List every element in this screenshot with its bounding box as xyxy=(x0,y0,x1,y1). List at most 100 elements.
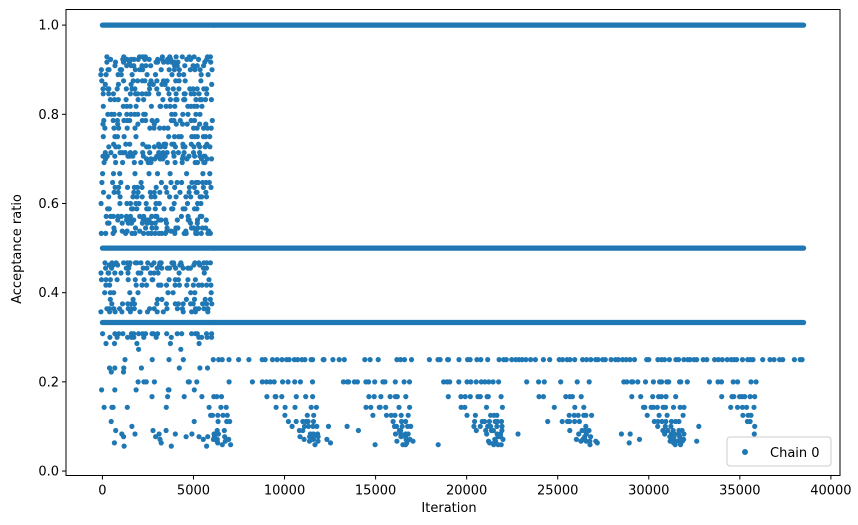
data-point xyxy=(308,404,314,410)
data-point xyxy=(128,81,134,87)
data-point xyxy=(175,150,181,156)
data-point xyxy=(146,144,152,150)
data-point xyxy=(112,63,118,69)
data-point xyxy=(179,54,185,60)
data-point xyxy=(209,301,215,307)
data-point xyxy=(208,282,214,288)
data-point xyxy=(751,404,757,410)
data-point xyxy=(677,442,684,448)
data-point xyxy=(136,331,142,337)
data-point xyxy=(146,56,152,63)
data-point xyxy=(198,230,204,236)
data-point xyxy=(135,78,141,84)
data-point xyxy=(101,159,107,166)
data-point xyxy=(184,171,190,177)
data-point xyxy=(184,156,190,162)
x-tick-label: 25000 xyxy=(537,484,578,499)
data-point xyxy=(524,379,530,385)
data-point xyxy=(491,442,497,448)
data-point xyxy=(207,230,213,236)
data-point xyxy=(305,423,312,429)
data-point xyxy=(623,357,629,363)
data-point xyxy=(366,394,372,400)
data-point xyxy=(312,442,318,448)
data-point xyxy=(654,404,660,410)
data-point xyxy=(149,225,155,231)
data-point xyxy=(152,194,158,200)
data-point xyxy=(576,418,583,425)
data-point xyxy=(167,171,173,177)
data-point xyxy=(267,379,273,385)
data-point xyxy=(636,436,643,442)
data-point xyxy=(135,290,141,296)
data-point xyxy=(392,379,398,385)
data-point xyxy=(144,72,150,78)
data-point xyxy=(103,72,109,78)
data-point xyxy=(160,309,166,315)
data-point xyxy=(207,260,213,266)
data-point xyxy=(215,412,221,418)
data-point xyxy=(696,423,702,429)
data-point xyxy=(341,357,347,363)
data-point xyxy=(158,144,164,150)
data-point xyxy=(498,442,504,448)
data-point xyxy=(638,394,644,400)
data-point xyxy=(163,282,170,288)
data-point xyxy=(146,91,152,97)
data-point xyxy=(154,301,160,307)
data-point xyxy=(110,404,116,410)
data-point xyxy=(151,121,157,127)
data-point xyxy=(100,91,106,97)
data-point xyxy=(155,270,161,276)
data-point xyxy=(588,434,594,440)
data-point xyxy=(118,270,124,276)
data-point xyxy=(118,179,124,186)
data-point xyxy=(589,412,595,418)
data-point xyxy=(164,189,170,195)
data-point xyxy=(194,63,200,69)
data-point xyxy=(194,220,200,226)
data-point xyxy=(110,230,116,236)
data-point xyxy=(143,117,149,124)
data-point xyxy=(394,394,400,400)
data-point xyxy=(700,357,706,363)
data-point xyxy=(496,379,502,385)
y-tick-label: 0.6 xyxy=(38,197,59,212)
data-point xyxy=(748,379,754,385)
data-point-run xyxy=(210,319,807,326)
data-point xyxy=(179,179,185,186)
data-point xyxy=(189,431,195,437)
data-point xyxy=(125,334,131,340)
data-point xyxy=(456,379,462,385)
data-point xyxy=(197,262,203,268)
data-point xyxy=(183,296,189,302)
data-point xyxy=(202,97,209,103)
data-point xyxy=(661,357,668,363)
data-point xyxy=(580,357,586,363)
data-point xyxy=(715,357,722,363)
data-point xyxy=(410,438,416,444)
data-point xyxy=(102,290,108,296)
data-point xyxy=(149,262,155,268)
data-point xyxy=(103,340,109,347)
data-point xyxy=(100,134,106,140)
data-point xyxy=(204,443,210,449)
data-point xyxy=(274,357,280,363)
data-point xyxy=(219,357,225,363)
data-point xyxy=(159,230,165,236)
data-point xyxy=(100,331,106,337)
data-point xyxy=(626,440,632,446)
data-point xyxy=(687,357,693,363)
data-point xyxy=(325,423,332,429)
data-point xyxy=(203,217,209,223)
data-point xyxy=(280,379,286,385)
data-point xyxy=(179,121,186,127)
data-point xyxy=(151,270,157,276)
data-point xyxy=(134,194,140,200)
data-point xyxy=(134,184,141,190)
data-point xyxy=(98,72,104,78)
data-point xyxy=(209,81,215,87)
data-point xyxy=(121,260,127,266)
data-point xyxy=(150,277,156,283)
data-point xyxy=(799,357,805,363)
